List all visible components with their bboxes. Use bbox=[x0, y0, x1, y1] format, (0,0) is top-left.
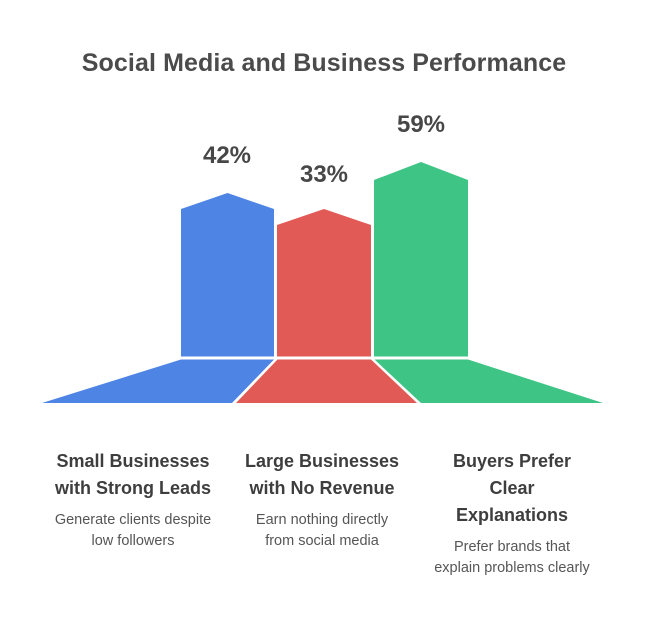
category-desc-small-businesses: Generate clients despite low followers bbox=[28, 510, 238, 552]
label-line: Explanations bbox=[455, 505, 569, 525]
label-line: Small Businesses bbox=[56, 451, 210, 471]
base-buyers-prefer bbox=[374, 359, 603, 403]
category-label-buyers-prefer: Buyers Prefer Clear Explanations bbox=[407, 448, 617, 529]
desc-line: from social media bbox=[265, 533, 379, 549]
desc-line: Generate clients despite bbox=[54, 512, 212, 528]
category-column-small-businesses: Small Businesses with Strong Leads Gener… bbox=[28, 448, 238, 552]
base-small-businesses bbox=[42, 359, 274, 403]
bar-large-businesses bbox=[277, 209, 371, 357]
category-desc-buyers-prefer: Prefer brands that explain problems clea… bbox=[407, 537, 617, 579]
desc-line: Earn nothing directly bbox=[255, 512, 389, 528]
category-desc-large-businesses: Earn nothing directly from social media bbox=[217, 510, 427, 552]
label-line: with No Revenue bbox=[249, 478, 395, 498]
desc-line: low followers bbox=[91, 533, 175, 549]
label-line: Buyers Prefer bbox=[452, 451, 572, 471]
base-large-businesses bbox=[236, 359, 417, 403]
desc-line: explain problems clearly bbox=[434, 560, 590, 576]
category-column-large-businesses: Large Businesses with No Revenue Earn no… bbox=[217, 448, 427, 552]
bar-small-businesses bbox=[181, 193, 274, 357]
value-label-small-businesses: 42% bbox=[202, 142, 252, 169]
chart-title: Social Media and Business Performance bbox=[81, 49, 567, 77]
category-column-buyers-prefer: Buyers Prefer Clear Explanations Prefer … bbox=[407, 448, 617, 579]
category-label-small-businesses: Small Businesses with Strong Leads bbox=[28, 448, 238, 502]
label-line: with Strong Leads bbox=[54, 478, 211, 498]
label-line: Large Businesses bbox=[244, 451, 400, 471]
bar-buyers-prefer bbox=[374, 162, 468, 357]
value-label-large-businesses: 33% bbox=[299, 161, 349, 188]
label-line: Clear bbox=[489, 478, 535, 498]
category-label-large-businesses: Large Businesses with No Revenue bbox=[217, 448, 427, 502]
desc-line: Prefer brands that bbox=[453, 539, 571, 555]
value-label-buyers-prefer: 59% bbox=[396, 111, 446, 138]
